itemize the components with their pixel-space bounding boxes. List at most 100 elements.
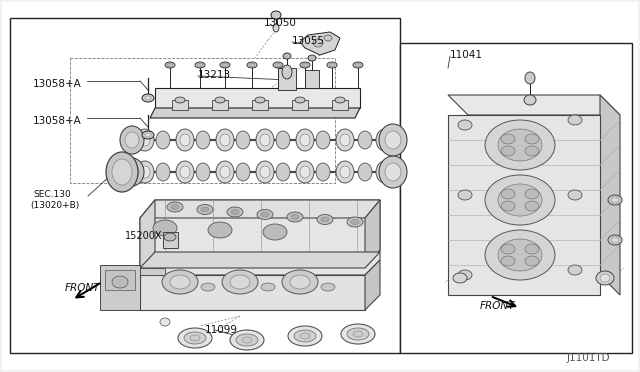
Ellipse shape	[353, 331, 363, 337]
Ellipse shape	[180, 166, 190, 178]
Ellipse shape	[288, 326, 322, 346]
Ellipse shape	[611, 197, 619, 203]
Ellipse shape	[164, 233, 176, 241]
Ellipse shape	[120, 126, 144, 154]
Ellipse shape	[282, 65, 292, 79]
Ellipse shape	[196, 163, 210, 181]
Ellipse shape	[498, 239, 542, 271]
Ellipse shape	[156, 131, 170, 149]
Ellipse shape	[525, 201, 539, 211]
Bar	[10, 18, 400, 353]
Ellipse shape	[355, 63, 361, 67]
Ellipse shape	[201, 283, 215, 291]
Ellipse shape	[501, 201, 515, 211]
Ellipse shape	[290, 275, 310, 289]
Ellipse shape	[260, 134, 270, 146]
Polygon shape	[140, 252, 380, 268]
Ellipse shape	[176, 129, 194, 151]
Ellipse shape	[525, 72, 535, 84]
Ellipse shape	[216, 129, 234, 151]
Ellipse shape	[611, 237, 619, 243]
Ellipse shape	[140, 134, 150, 146]
Ellipse shape	[501, 134, 515, 144]
Bar	[172, 100, 188, 110]
Ellipse shape	[220, 166, 230, 178]
Polygon shape	[448, 115, 600, 295]
Text: FRONT: FRONT	[480, 301, 515, 311]
Ellipse shape	[170, 275, 190, 289]
Ellipse shape	[498, 184, 542, 216]
Ellipse shape	[358, 131, 372, 149]
Ellipse shape	[255, 97, 265, 103]
Bar	[212, 100, 228, 110]
Ellipse shape	[294, 330, 316, 342]
Ellipse shape	[112, 159, 132, 185]
Ellipse shape	[336, 161, 354, 183]
Ellipse shape	[600, 274, 610, 282]
Ellipse shape	[353, 62, 363, 68]
Bar	[105, 270, 135, 290]
Ellipse shape	[125, 164, 139, 180]
Ellipse shape	[261, 283, 275, 291]
Ellipse shape	[525, 189, 539, 199]
Ellipse shape	[501, 146, 515, 156]
Ellipse shape	[275, 63, 281, 67]
Ellipse shape	[458, 270, 472, 280]
Ellipse shape	[160, 318, 170, 326]
Polygon shape	[150, 108, 360, 118]
Ellipse shape	[336, 129, 354, 151]
Ellipse shape	[230, 330, 264, 350]
Ellipse shape	[140, 166, 150, 178]
Ellipse shape	[190, 335, 200, 341]
Ellipse shape	[276, 163, 290, 181]
Ellipse shape	[453, 273, 467, 283]
Ellipse shape	[256, 161, 274, 183]
Text: 15200X: 15200X	[125, 231, 163, 241]
Ellipse shape	[300, 62, 310, 68]
Ellipse shape	[501, 244, 515, 254]
Ellipse shape	[142, 94, 154, 102]
Ellipse shape	[167, 202, 183, 212]
Ellipse shape	[340, 134, 350, 146]
Ellipse shape	[136, 161, 154, 183]
Ellipse shape	[220, 134, 230, 146]
Ellipse shape	[136, 129, 154, 151]
Ellipse shape	[197, 63, 203, 67]
Ellipse shape	[178, 328, 212, 348]
Bar	[332, 100, 348, 110]
Polygon shape	[600, 95, 620, 295]
Ellipse shape	[231, 209, 239, 215]
Ellipse shape	[296, 161, 314, 183]
Ellipse shape	[196, 131, 210, 149]
Ellipse shape	[153, 220, 177, 236]
Ellipse shape	[236, 334, 258, 346]
Ellipse shape	[327, 62, 337, 68]
Ellipse shape	[249, 63, 255, 67]
Ellipse shape	[184, 332, 206, 344]
Polygon shape	[155, 88, 360, 108]
Ellipse shape	[329, 63, 335, 67]
Ellipse shape	[358, 163, 372, 181]
Ellipse shape	[273, 62, 283, 68]
Ellipse shape	[236, 131, 250, 149]
Polygon shape	[163, 232, 178, 248]
Ellipse shape	[242, 337, 252, 343]
Ellipse shape	[525, 256, 539, 266]
Ellipse shape	[273, 24, 279, 32]
Ellipse shape	[376, 161, 394, 183]
Ellipse shape	[171, 205, 179, 209]
Ellipse shape	[498, 129, 542, 161]
Ellipse shape	[300, 333, 310, 339]
Ellipse shape	[324, 35, 332, 41]
Polygon shape	[140, 200, 380, 275]
Ellipse shape	[296, 129, 314, 151]
Bar	[70, 58, 335, 183]
Ellipse shape	[230, 275, 250, 289]
Ellipse shape	[376, 129, 394, 151]
Ellipse shape	[485, 120, 555, 170]
Ellipse shape	[525, 244, 539, 254]
Ellipse shape	[215, 97, 225, 103]
Ellipse shape	[282, 270, 318, 294]
Ellipse shape	[341, 324, 375, 344]
Ellipse shape	[351, 219, 359, 224]
